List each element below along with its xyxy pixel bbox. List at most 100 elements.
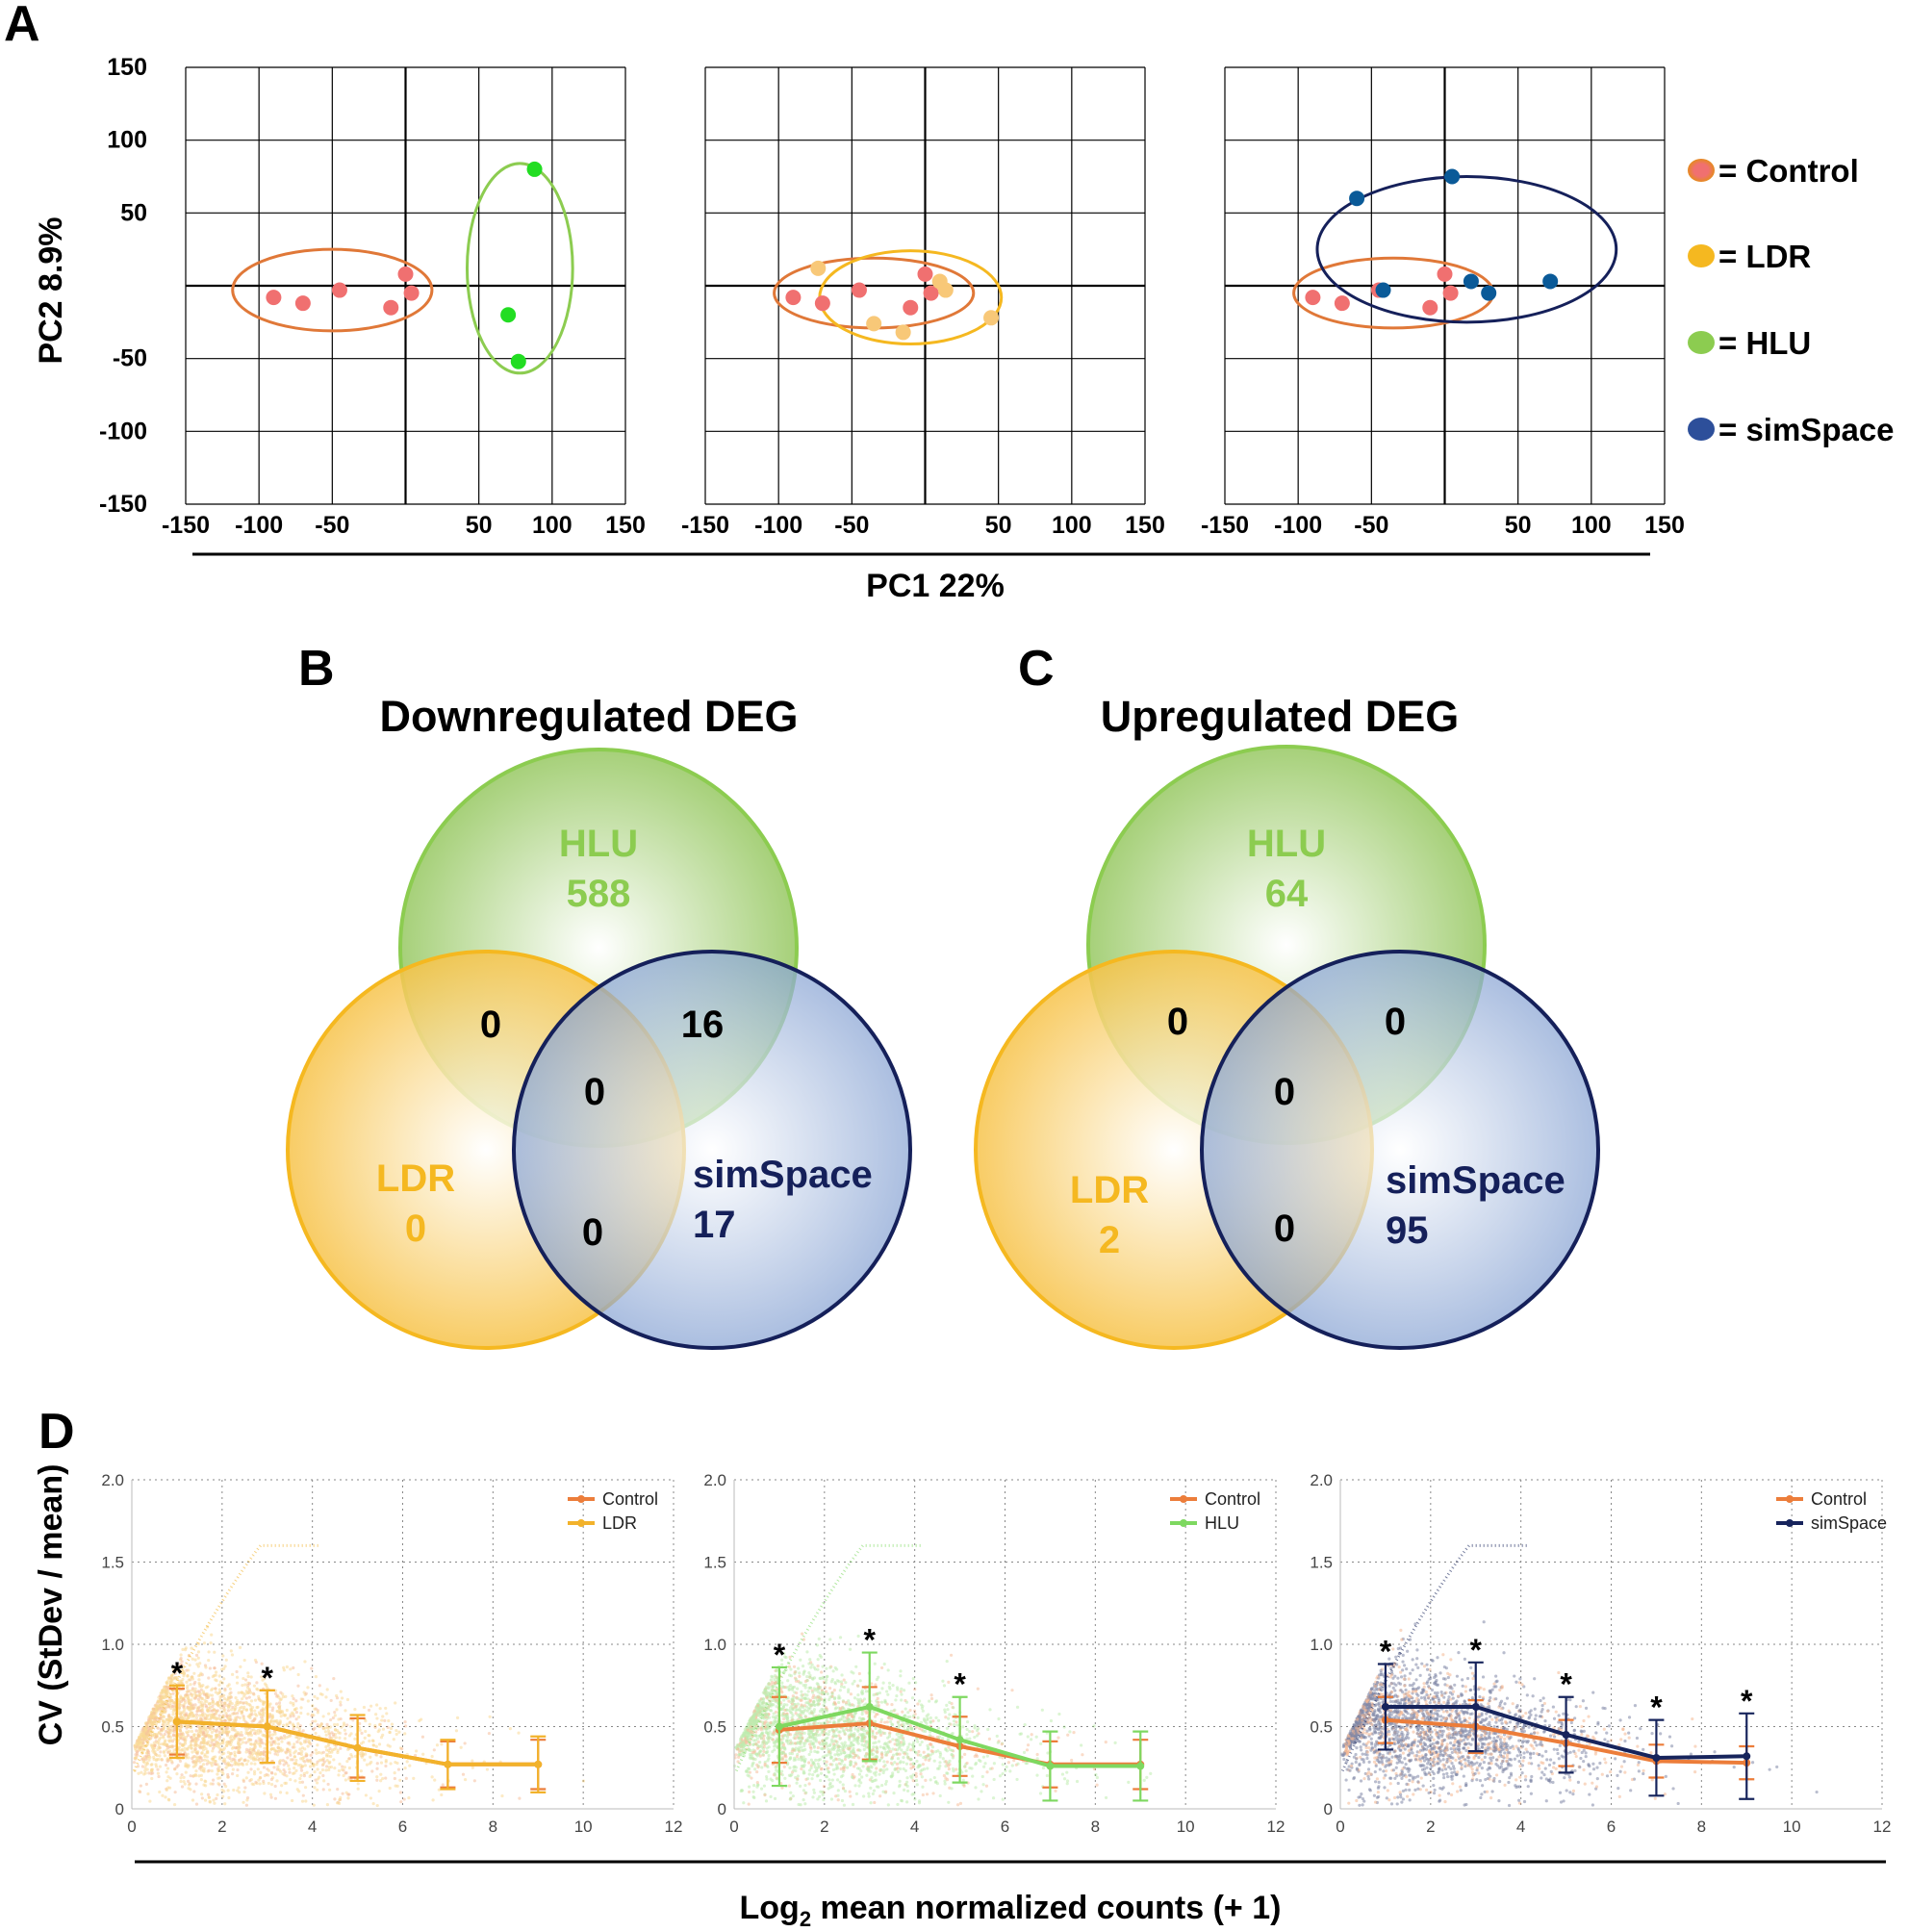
cv-point [263,1734,267,1738]
cv-point [908,1708,912,1713]
cv-x-tick-label: 2 [217,1818,226,1836]
cv-point [232,1712,236,1716]
cv-point [799,1755,803,1759]
cv-point [796,1777,800,1781]
venn-b-overlap-hlu-simspace: 16 [681,1004,725,1046]
cv-point [857,1784,861,1788]
cv-point [165,1723,168,1727]
cv-point [275,1749,279,1753]
cv-point [867,1792,871,1795]
cv-point [331,1716,335,1720]
cv-point [243,1786,247,1790]
cv-point [230,1772,235,1776]
cv-point [296,1751,300,1756]
cv-point [762,1734,766,1738]
cv-point [186,1706,190,1710]
cv-point [337,1717,341,1721]
cv-point [285,1665,289,1669]
cv-point [910,1696,915,1700]
cv-point [203,1734,208,1739]
cv-x-tick-label: 12 [665,1818,683,1836]
cv-point [199,1716,203,1720]
cv-point [222,1693,226,1697]
cv-point [303,1760,307,1764]
cv-point [816,1658,820,1662]
cv-point [184,1714,189,1717]
cv-point [375,1778,379,1782]
cv-point [472,1779,476,1783]
cv-point [786,1679,790,1683]
cv-point [165,1705,168,1709]
cv-point [169,1677,173,1681]
cv-point [240,1710,244,1714]
cv-point [301,1793,305,1797]
cv-point [320,1763,325,1767]
cv-point [364,1793,369,1797]
cv-point [244,1762,249,1767]
cv-point [764,1799,769,1803]
cv-point [200,1746,204,1750]
cv-point [852,1739,856,1742]
cv-point [224,1658,228,1662]
cv-point [246,1671,250,1675]
cv-point [321,1750,325,1754]
cv-point [293,1771,296,1775]
cv-point [805,1693,809,1697]
cv-series-point [172,1717,181,1726]
cv-point [295,1725,299,1729]
cv-point [197,1734,201,1738]
cv-point [207,1768,211,1772]
cv-point [147,1752,151,1757]
cv-point [938,1751,942,1755]
cv-point [874,1683,878,1687]
cv-legend-swatch-dot [577,1519,585,1527]
cv-point [308,1765,313,1768]
cv-point [269,1777,274,1781]
cv-point [853,1775,856,1779]
cv-point [248,1738,252,1741]
cv-point [937,1767,941,1770]
cv-point [805,1674,809,1679]
venn-b-overlap-all: 0 [584,1071,605,1113]
cv-point [518,1796,522,1800]
cv-point [215,1796,218,1800]
cv-point [827,1770,831,1774]
cv-point [988,1708,992,1712]
pca-point-hlu [510,353,526,369]
cv-point [1030,1738,1033,1741]
cv-point [302,1690,306,1694]
cv-point [305,1753,309,1757]
cv-point [251,1691,256,1695]
cv-point [811,1677,815,1681]
cv-point [170,1698,174,1703]
cv-point [335,1708,339,1712]
cv-point [211,1687,215,1690]
cv-point [335,1722,340,1727]
cv-point [213,1715,216,1719]
cv-point [259,1770,263,1774]
cv-point [253,1745,257,1749]
pca-point-control [383,299,399,316]
cv-y-tick-label: 2.0 [101,1471,124,1489]
cv-point [302,1774,306,1778]
cv-point [141,1731,145,1735]
cv-point [914,1778,919,1783]
cv-significance-star: * [171,1656,184,1690]
cv-point [286,1716,290,1720]
cv-point [734,1753,738,1757]
cv-point [165,1742,168,1746]
cv-point [145,1751,149,1755]
cv-point [196,1707,200,1711]
cv-point [782,1765,786,1768]
cv-point [758,1749,762,1753]
cv-point [783,1776,787,1780]
cv-y-tick-label: 0.5 [101,1718,124,1737]
cv-point [930,1745,935,1749]
cv-point [211,1709,215,1713]
cv-point [880,1687,884,1690]
cv-point [840,1673,844,1677]
cv-point [901,1710,904,1714]
cv-point [173,1767,177,1771]
cv-point [268,1792,273,1796]
